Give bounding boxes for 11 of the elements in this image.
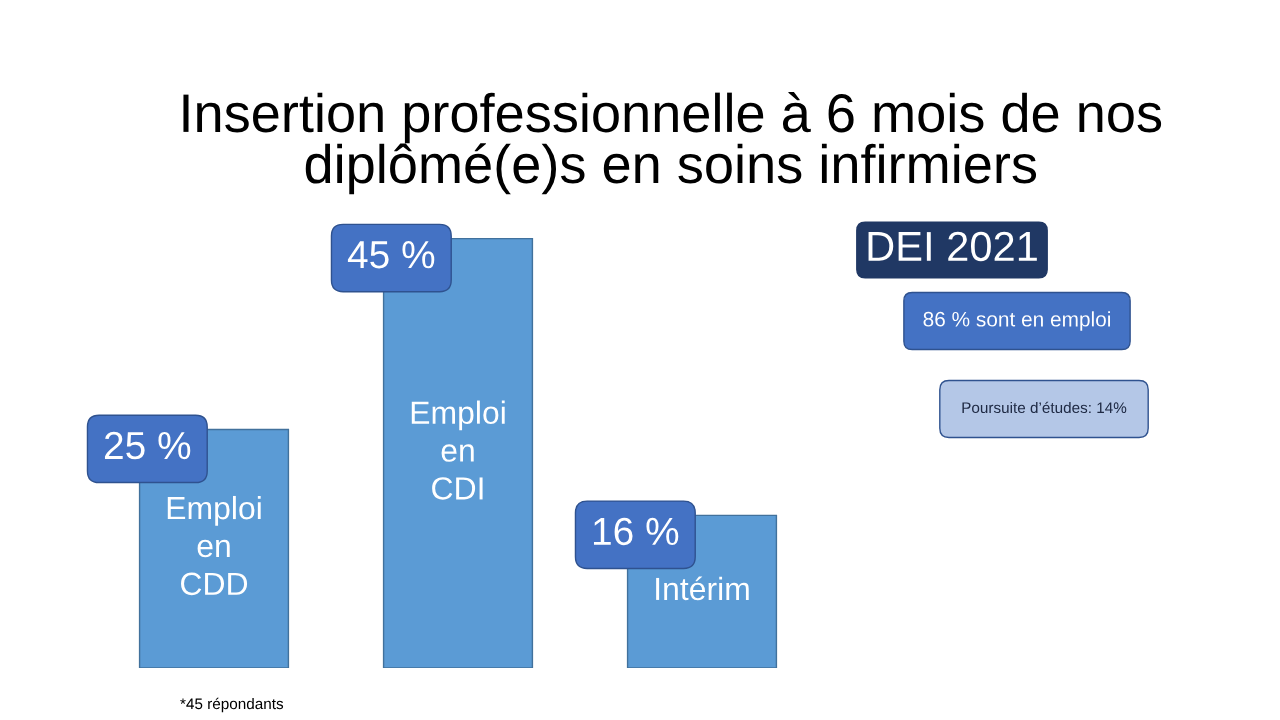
x-tick-label: Emploi en CDD <box>167 495 261 596</box>
x-tick-label: Intérim <box>656 576 749 601</box>
chart-title: Insertion professionnelle à 6 mois de nos diplômé(e)s en soins infirmiers <box>183 92 1162 195</box>
x-tick-label: Emploi en CDI <box>411 400 505 500</box>
data-label: 25 % <box>104 431 191 460</box>
text: DEI 2021 <box>868 231 1037 262</box>
text: Poursuite d’études: 14% <box>962 401 1127 414</box>
text: *45 répondants <box>180 697 284 713</box>
data-label: 16 % <box>593 517 679 546</box>
data-label: 45 % <box>347 241 435 269</box>
text: 86 % sont en emploi <box>923 311 1110 331</box>
